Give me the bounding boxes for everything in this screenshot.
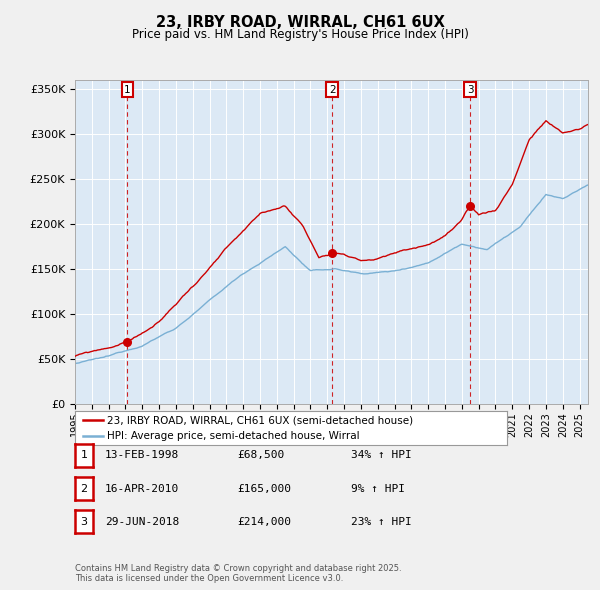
Text: Price paid vs. HM Land Registry's House Price Index (HPI): Price paid vs. HM Land Registry's House … [131, 28, 469, 41]
Text: 3: 3 [467, 84, 473, 94]
Text: 2: 2 [80, 484, 88, 493]
Text: £214,000: £214,000 [237, 517, 291, 526]
Text: 23% ↑ HPI: 23% ↑ HPI [351, 517, 412, 526]
Text: £68,500: £68,500 [237, 451, 284, 460]
Text: 2: 2 [329, 84, 335, 94]
Text: 1: 1 [124, 84, 131, 94]
Text: 1: 1 [80, 451, 88, 460]
Text: Contains HM Land Registry data © Crown copyright and database right 2025.
This d: Contains HM Land Registry data © Crown c… [75, 563, 401, 583]
Text: 13-FEB-1998: 13-FEB-1998 [105, 451, 179, 460]
Text: 34% ↑ HPI: 34% ↑ HPI [351, 451, 412, 460]
Text: 23, IRBY ROAD, WIRRAL, CH61 6UX (semi-detached house): 23, IRBY ROAD, WIRRAL, CH61 6UX (semi-de… [107, 415, 413, 425]
Text: 9% ↑ HPI: 9% ↑ HPI [351, 484, 405, 493]
Text: 29-JUN-2018: 29-JUN-2018 [105, 517, 179, 526]
Text: 23, IRBY ROAD, WIRRAL, CH61 6UX: 23, IRBY ROAD, WIRRAL, CH61 6UX [155, 15, 445, 30]
Text: £165,000: £165,000 [237, 484, 291, 493]
Text: 3: 3 [80, 517, 88, 526]
Text: HPI: Average price, semi-detached house, Wirral: HPI: Average price, semi-detached house,… [107, 431, 360, 441]
Text: 16-APR-2010: 16-APR-2010 [105, 484, 179, 493]
